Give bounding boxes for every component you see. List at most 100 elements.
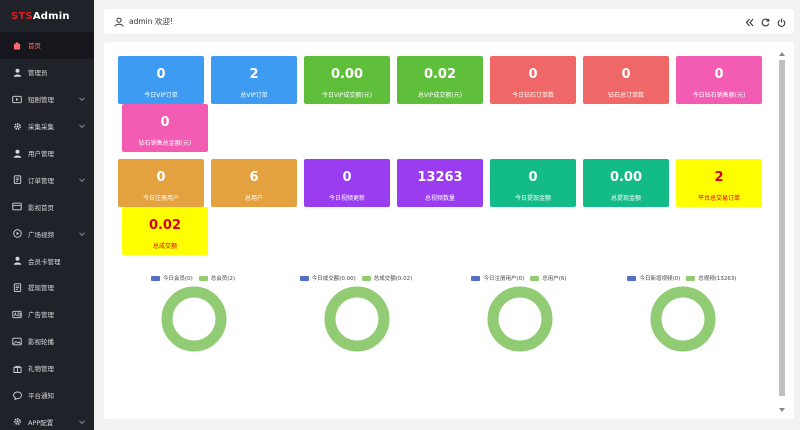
stat-label: 总VIP成交额(元) <box>417 92 463 99</box>
sidebar-item-14[interactable]: APP配置 <box>0 408 94 430</box>
stat-label: 今日VIP订单 <box>144 92 178 99</box>
collapse-sidebar-icon[interactable] <box>745 12 754 31</box>
donut-svg <box>487 286 553 352</box>
sidebar-item-0[interactable]: 首页 <box>0 32 94 59</box>
chevron-down-icon <box>79 418 85 424</box>
stat-value: 0 <box>156 170 166 185</box>
sidebar-item-13[interactable]: 平台通知 <box>0 382 94 409</box>
play-icon <box>11 229 23 239</box>
doc-icon <box>11 175 23 185</box>
logo-mark: STS <box>11 10 33 22</box>
stat-label: 总提现金额 <box>610 195 641 202</box>
doc-icon <box>11 282 23 292</box>
video-icon <box>11 94 23 104</box>
sidebar-item-label: 广告管理 <box>28 311 54 320</box>
stat-card: 0.02 总VIP成交额(元) <box>397 56 483 104</box>
gear-icon <box>11 121 23 131</box>
sidebar-item-10[interactable]: 广告管理 <box>0 301 94 328</box>
user-icon <box>11 67 23 77</box>
legend-label: 总用户(6) <box>542 276 567 282</box>
stat-label: 今日钻石订单数 <box>511 92 554 99</box>
refresh-icon[interactable] <box>761 12 770 31</box>
logo-name: Admin <box>32 10 70 22</box>
sidebar-item-label: 平台通知 <box>28 392 54 401</box>
sidebar-item-12[interactable]: 礼物管理 <box>0 355 94 382</box>
stat-value: 0.02 <box>148 218 182 233</box>
stat-label: 总视频数量 <box>424 195 455 202</box>
scroll-thumb[interactable] <box>779 60 785 396</box>
gear-icon <box>11 417 23 427</box>
sidebar-item-5[interactable]: 订单管理 <box>0 166 94 193</box>
logout-power-icon[interactable] <box>777 12 786 31</box>
chevron-down-icon <box>79 95 85 102</box>
sidebar-item-4[interactable]: 用户管理 <box>0 140 94 167</box>
donut-svg <box>650 286 716 352</box>
chart-legend: 今日会员(0) 总会员(2) <box>118 274 268 282</box>
stat-card: 2 平台总交易订单 <box>676 159 762 207</box>
sidebar-item-label: 管理员 <box>28 69 48 78</box>
stat-card: 0.00 总提现金额 <box>583 159 669 207</box>
donut-chart: 今日成交额(0.00) 总成交额(0.02) <box>281 274 431 364</box>
vertical-scrollbar[interactable] <box>779 52 785 412</box>
stat-label: 总成交额 <box>152 243 177 250</box>
stat-label: 今日提现金额 <box>514 195 551 202</box>
donut-slice-1[interactable] <box>650 286 716 352</box>
sidebar-item-2[interactable]: 短剧管理 <box>0 86 94 113</box>
legend-item[interactable]: 总成交额(0.02) <box>361 274 413 282</box>
stat-card: 6 总用户 <box>211 159 297 207</box>
legend-label: 今日注册用户(0) <box>483 276 525 282</box>
dashboard-content: 0 今日VIP订单 2 总VIP订单 0.00 今日VIP成交额(元) 0.02 总VIP成交… <box>104 42 794 419</box>
stat-label: 钻石总订单数 <box>607 92 644 99</box>
donut-slice-1[interactable] <box>324 286 390 352</box>
donut-slice-1[interactable] <box>487 286 553 352</box>
legend-item[interactable]: 今日注册用户(0) <box>471 274 524 282</box>
stat-label: 总用户 <box>244 195 263 202</box>
stat-value: 6 <box>249 170 259 185</box>
legend-label: 总成交额(0.02) <box>373 276 413 282</box>
sidebar-item-8[interactable]: 会员卡管理 <box>0 247 94 274</box>
legend-item[interactable]: 总会员(2) <box>198 274 236 282</box>
donut-chart: 今日注册用户(0) 总用户(6) <box>444 274 594 364</box>
app-logo[interactable]: STS Admin <box>0 0 94 32</box>
sidebar-item-label: 影视轮播 <box>28 338 54 347</box>
user-icon[interactable] <box>114 12 124 31</box>
sidebar-item-9[interactable]: 提现管理 <box>0 274 94 301</box>
stat-value: 0.00 <box>609 170 643 185</box>
stat-card: 13263 总视频数量 <box>397 159 483 207</box>
stat-value: 0 <box>160 115 170 130</box>
donut-chart: 今日会员(0) 总会员(2) <box>118 274 268 364</box>
stat-value: 0 <box>528 67 538 82</box>
sidebar-item-3[interactable]: 采集采集 <box>0 113 94 140</box>
sidebar-item-label: 会员卡管理 <box>28 257 61 266</box>
stat-label: 今日注册用户 <box>142 195 179 202</box>
legend-label: 今日成交额(0.00) <box>311 276 356 282</box>
user-icon <box>11 148 23 158</box>
stat-card: 0 今日VIP订单 <box>118 56 204 104</box>
sidebar-item-label: 提现管理 <box>28 284 54 293</box>
stat-card: 0.02 总成交额 <box>122 207 208 255</box>
legend-item[interactable]: 今日新增视频(0) <box>627 274 680 282</box>
sidebar-item-6[interactable]: 影视首页 <box>0 193 94 220</box>
sidebar-item-7[interactable]: 广场视频 <box>0 220 94 247</box>
stat-label: 总VIP订单 <box>240 92 268 99</box>
stat-value: 2 <box>249 67 259 82</box>
chat-icon <box>11 390 23 400</box>
legend-item[interactable]: 总视频(13263) <box>686 274 737 282</box>
sidebar-item-label: 短剧管理 <box>28 96 54 105</box>
sidebar-item-label: 广场视频 <box>28 230 54 239</box>
donut-svg <box>324 286 390 352</box>
donut-slice-1[interactable] <box>161 286 227 352</box>
sidebar-item-11[interactable]: 影视轮播 <box>0 328 94 355</box>
legend-item[interactable]: 总用户(6) <box>530 274 567 282</box>
stat-card: 0 今日注册用户 <box>118 159 204 207</box>
stat-value: 13263 <box>417 170 463 185</box>
top-header: admin 欢迎! <box>104 9 794 34</box>
legend-label: 总会员(2) <box>210 276 236 282</box>
scroll-up-arrow[interactable] <box>779 52 785 56</box>
home-icon <box>11 40 23 50</box>
legend-item[interactable]: 今日成交额(0.00) <box>299 274 356 282</box>
donut-chart: 今日新增视频(0) 总视频(13263) <box>607 274 757 364</box>
sidebar-item-1[interactable]: 管理员 <box>0 59 94 86</box>
scroll-down-arrow[interactable] <box>779 408 785 412</box>
legend-item[interactable]: 今日会员(0) <box>150 274 193 282</box>
